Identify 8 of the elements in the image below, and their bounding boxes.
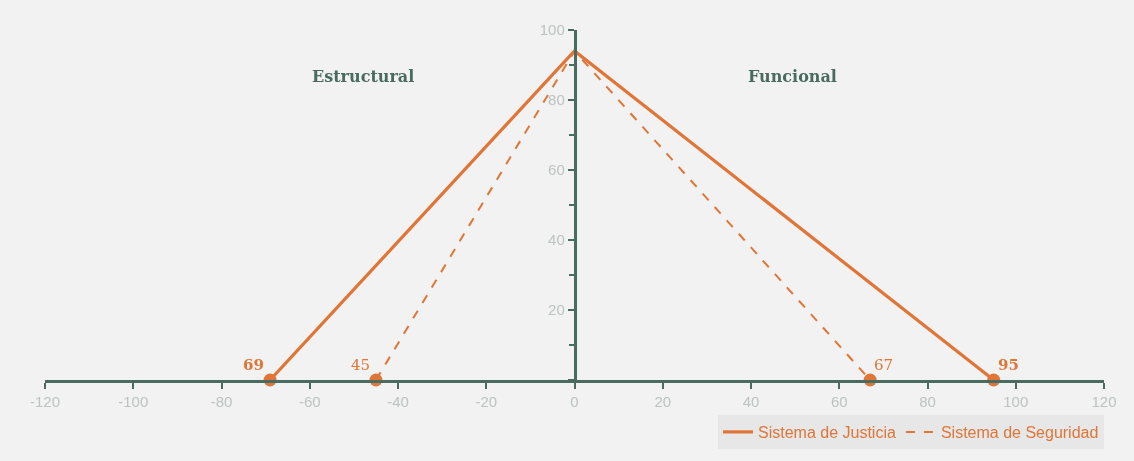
annotation: 95 [998, 356, 1019, 374]
legend-label: Sistema de Seguridad [940, 424, 1099, 442]
annotation: 69 [243, 356, 264, 374]
legend-label: Sistema de Justicia [758, 424, 896, 442]
annotation: 45 [351, 356, 371, 374]
annotation: 67 [874, 356, 894, 374]
annotation: Funcional [748, 67, 837, 86]
annotation: Estructural [312, 67, 415, 86]
